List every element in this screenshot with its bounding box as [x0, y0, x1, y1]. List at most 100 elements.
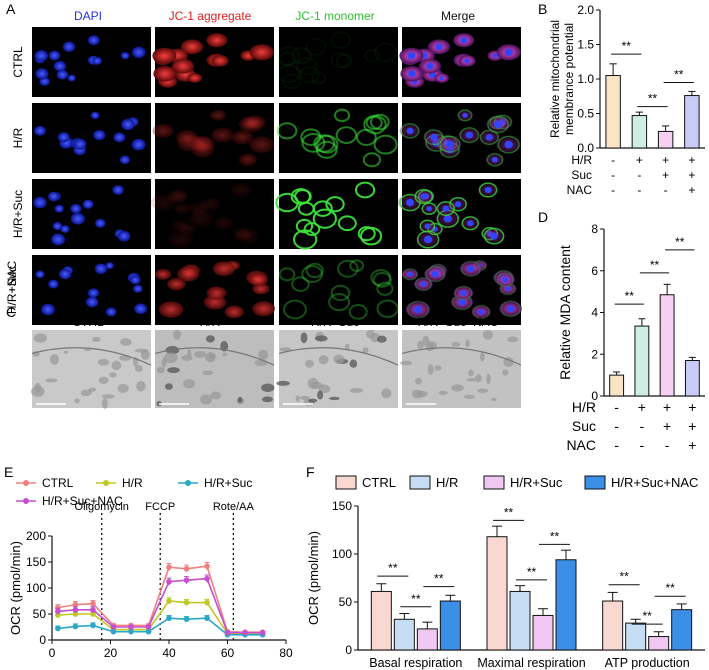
injection-label-fccp: FCCP — [145, 501, 175, 513]
bar-ctrl — [605, 75, 621, 149]
treatment-sign: - — [611, 168, 615, 182]
y-tick-label: 200 — [26, 529, 46, 543]
merge-green-ring — [400, 123, 420, 139]
organelle — [486, 373, 491, 385]
x-tick-label: 80 — [279, 646, 293, 660]
nucleus — [62, 41, 76, 53]
organelle — [434, 365, 442, 371]
nucleus — [119, 155, 130, 165]
nucleus — [70, 212, 85, 225]
treatment-sign: - — [637, 168, 641, 182]
organelle — [109, 372, 117, 378]
membrane-line — [401, 347, 522, 366]
organelle — [366, 329, 375, 339]
y-tick-label: 8 — [591, 222, 598, 236]
organelle — [45, 378, 58, 383]
merge-nucleus — [454, 201, 462, 208]
y-axis-label: Relative mitochondrialmembrance potentia… — [548, 20, 576, 138]
red-cell — [168, 231, 194, 248]
nucleus — [130, 275, 141, 285]
merge-green-ring — [483, 227, 505, 245]
merge-nucleus — [420, 193, 428, 200]
merge-green-ring — [497, 135, 520, 154]
treatment-sign: - — [640, 437, 645, 453]
micrograph-h-r-merge — [399, 103, 522, 173]
treatment-sign: + — [688, 437, 696, 453]
micrograph-ctrl-jc-1-monomer — [276, 27, 398, 97]
merge-nucleus — [467, 265, 475, 273]
organelle — [254, 359, 268, 366]
data-point — [204, 615, 210, 621]
treatment-sign: + — [638, 399, 646, 415]
nucleus — [93, 129, 106, 141]
em-image-ctrl — [31, 330, 152, 409]
data-point — [128, 628, 134, 635]
organelle — [80, 389, 92, 397]
y-tick-label: 2.0 — [577, 3, 594, 17]
organelle — [479, 352, 485, 362]
em-image-h-r-suc-nac — [400, 330, 522, 408]
em-background — [279, 330, 398, 408]
data-point — [183, 577, 190, 583]
organelle — [314, 335, 328, 342]
organelle — [194, 350, 207, 358]
bar-h-r-suc-nac — [684, 95, 700, 149]
panel-c-headers: CTRL H/R H/R+Suc H/R+Suc+NAC — [72, 315, 498, 329]
micrograph-h-r-suc-jc-1-aggregate — [151, 179, 274, 249]
bar-atp-production-h-r — [625, 622, 647, 651]
em-label-hr-suc-nac: H/R+Suc+NAC — [418, 315, 499, 329]
green-cell — [363, 114, 387, 135]
bar-maximal-respiration-h-r — [509, 590, 531, 651]
nucleus — [92, 56, 102, 65]
merge-nucleus — [465, 131, 473, 139]
y-tick-label: 1.5 — [577, 38, 594, 52]
organelle — [237, 396, 243, 403]
organelle — [258, 349, 269, 360]
merge-nucleus — [485, 134, 493, 141]
data-point — [128, 624, 134, 630]
micrograph-background — [32, 179, 151, 249]
organelle — [140, 349, 150, 360]
merge-green-ring — [402, 268, 418, 281]
significance-label: ** — [550, 529, 560, 543]
organelle — [415, 377, 422, 385]
merge-nucleus — [426, 206, 432, 212]
organelle — [222, 352, 228, 357]
red-cell — [248, 273, 268, 287]
treatment-sign: + — [662, 153, 669, 167]
green-cell — [349, 259, 365, 272]
organelle — [261, 383, 275, 393]
row-label-line: H/R+Suc — [5, 266, 19, 314]
organelle — [317, 390, 324, 400]
nucleus — [113, 132, 126, 143]
series-h-r-suc-nac — [55, 574, 266, 636]
legend-label: H/R — [436, 475, 458, 490]
red-cell — [238, 153, 258, 166]
organelle — [173, 329, 181, 340]
merge-nucleus — [506, 305, 515, 313]
data-point — [145, 628, 152, 635]
merge-green-ring — [424, 129, 444, 146]
y-axis-label-line: Relative mitochondrial — [548, 20, 562, 138]
organelle — [463, 394, 475, 399]
red-cell — [206, 33, 228, 48]
series-line — [57, 565, 263, 634]
nucleus — [48, 50, 61, 61]
significance-label: ** — [674, 67, 684, 81]
red-cell — [210, 110, 227, 121]
nucleus — [94, 218, 106, 228]
merge-nucleus — [406, 127, 414, 135]
green-cell — [354, 181, 376, 199]
x-tick-label: 0 — [49, 646, 56, 660]
category-label-maximal-respiration: Maximal respiration — [477, 656, 585, 670]
organelle — [310, 381, 323, 390]
legend-swatch — [584, 475, 606, 490]
nucleus — [67, 74, 76, 82]
significance-label: ** — [504, 505, 514, 519]
green-cell — [364, 49, 380, 63]
category-label-basal-respiration: Basal respiration — [369, 656, 462, 670]
legend-label: H/R — [122, 476, 143, 490]
significance-label: ** — [411, 592, 421, 606]
red-cell — [177, 266, 200, 282]
